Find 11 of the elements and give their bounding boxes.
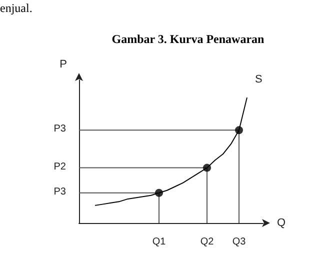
text: enjual. xyxy=(0,1,32,15)
y-axis-title: P xyxy=(60,58,67,70)
series-label: P3 xyxy=(54,186,66,198)
series-label: P3 xyxy=(54,124,66,135)
series-label: S xyxy=(255,74,262,86)
x-tick-label: Q2 xyxy=(200,236,214,248)
series-label: P2 xyxy=(54,161,66,172)
x-axis-title: Q xyxy=(277,217,286,229)
chart-title: Gambar 3. Kurva Penawaran xyxy=(112,32,265,46)
x-tick-label: Q1 xyxy=(152,236,166,248)
x-tick-label: Q3 xyxy=(232,236,246,248)
